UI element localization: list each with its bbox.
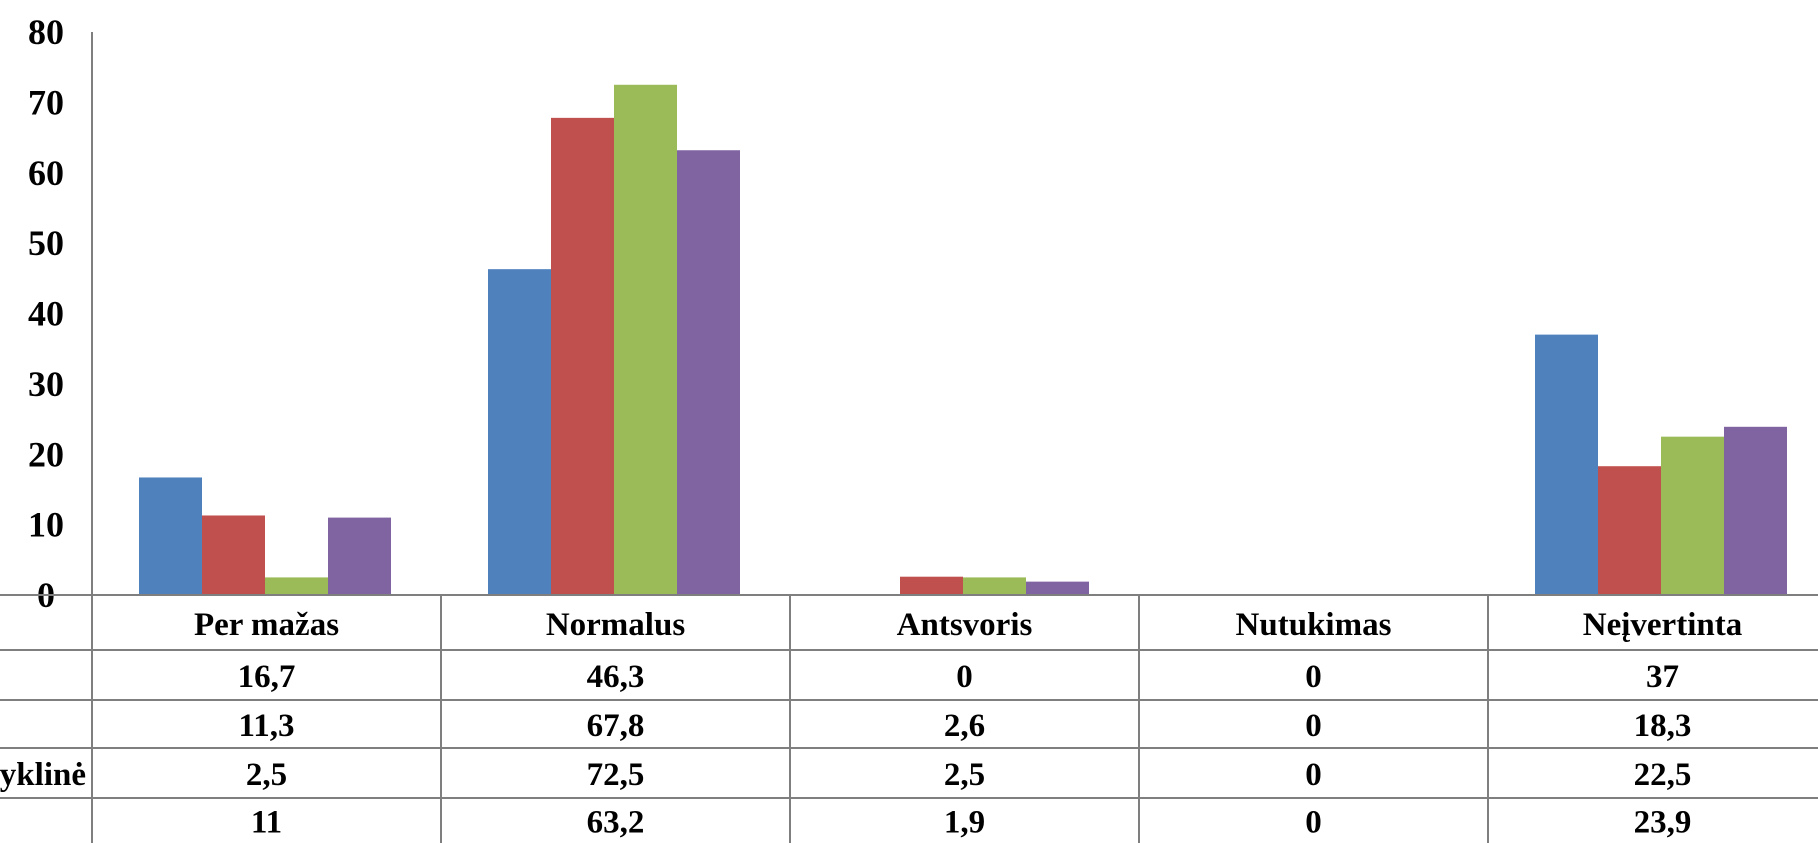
bar xyxy=(202,515,265,595)
data-table-cell: 11 xyxy=(251,805,282,841)
data-table-cell: 16,7 xyxy=(238,659,296,695)
x-tick-label: Antsvoris xyxy=(897,607,1033,643)
bar xyxy=(677,150,740,596)
data-table-cell: 1,9 xyxy=(944,805,985,841)
y-tick-label: 20 xyxy=(28,434,64,474)
bar xyxy=(1724,426,1787,595)
data-table-cell: 0 xyxy=(956,659,973,695)
y-tick-label: 80 xyxy=(28,12,64,52)
y-tick-label: 30 xyxy=(28,364,64,404)
bar xyxy=(328,517,391,595)
y-tick-label: 10 xyxy=(28,505,64,545)
x-tick-label: Neįvertinta xyxy=(1583,607,1742,643)
bar xyxy=(1026,581,1089,595)
data-table-cell: 2,5 xyxy=(944,757,985,793)
x-tick-label: Normalus xyxy=(546,607,685,643)
bar xyxy=(1535,334,1598,595)
bar xyxy=(551,117,614,596)
bar xyxy=(265,577,328,595)
bar xyxy=(1661,436,1724,595)
data-table-cell: 0 xyxy=(1305,659,1322,695)
data-table-cell: 72,5 xyxy=(587,757,645,793)
data-table-cell: 22,5 xyxy=(1634,757,1692,793)
bar xyxy=(488,269,551,595)
data-table-cell: 18,3 xyxy=(1634,708,1692,744)
y-tick-label: 40 xyxy=(28,294,64,334)
bar xyxy=(1598,466,1661,595)
bar xyxy=(614,84,677,595)
data-table: Per mažas Normalus Antsvoris Nutukimas Neįve… xyxy=(0,594,1818,843)
data-table-cell: 11,3 xyxy=(239,708,295,744)
bars-group xyxy=(139,84,1787,596)
data-table-cell: 2,6 xyxy=(944,708,985,744)
data-table-cell: 0 xyxy=(1305,757,1322,793)
x-tick-label: Per mažas xyxy=(194,607,339,643)
y-tick-label: 50 xyxy=(28,223,64,263)
y-tick-label: 70 xyxy=(28,82,64,122)
y-tick-label: 60 xyxy=(28,153,64,193)
data-table-cell: 63,2 xyxy=(587,805,645,841)
data-table-cell: 67,8 xyxy=(587,708,645,744)
bar xyxy=(900,576,963,595)
data-table-cell: 46,3 xyxy=(587,659,645,695)
data-table-cell: 0 xyxy=(1305,708,1322,744)
bar xyxy=(963,577,1026,595)
data-table-cell: 37 xyxy=(1646,659,1679,695)
bar xyxy=(139,477,202,595)
data-table-cell: 0 xyxy=(1305,805,1322,841)
x-tick-label: Nutukimas xyxy=(1236,607,1392,643)
data-table-cell: 23,9 xyxy=(1634,805,1692,841)
series-name-label: yklinė xyxy=(0,757,86,793)
data-table-cell: 2,5 xyxy=(246,757,287,793)
